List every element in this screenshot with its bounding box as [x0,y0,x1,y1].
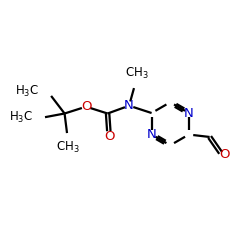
Text: CH$_3$: CH$_3$ [125,66,149,81]
Text: O: O [81,100,91,113]
Text: H$_3$C: H$_3$C [9,110,33,125]
Text: N: N [124,99,134,112]
Text: N: N [147,128,156,141]
Text: CH$_3$: CH$_3$ [56,140,80,156]
Text: O: O [104,130,115,142]
Text: H$_3$C: H$_3$C [15,84,40,99]
Text: N: N [184,106,194,120]
Text: O: O [219,148,230,160]
